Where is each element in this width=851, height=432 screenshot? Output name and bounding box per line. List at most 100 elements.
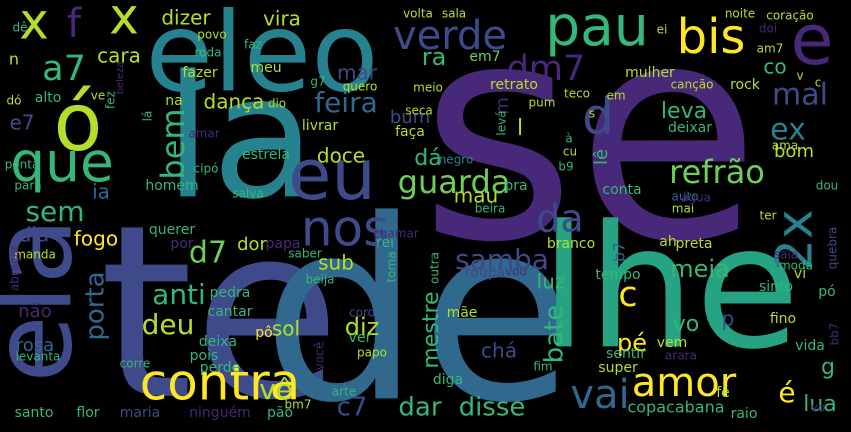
cloud-word: bum: [390, 107, 430, 128]
cloud-word: disse: [459, 393, 526, 423]
cloud-word: deu: [142, 308, 195, 341]
cloud-word: arara: [665, 349, 697, 363]
cloud-word: dança: [204, 90, 265, 114]
cloud-word: você: [313, 342, 327, 370]
cloud-word: cipó: [194, 162, 219, 176]
cloud-word: b7: [610, 242, 629, 262]
cloud-word: pedra: [210, 285, 251, 301]
cloud-word: vo: [811, 401, 825, 415]
cloud-word: ela: [0, 217, 96, 383]
cloud-word: verde: [393, 13, 507, 59]
cloud-word: auto: [671, 190, 698, 204]
cloud-word: pó: [818, 284, 835, 300]
cloud-word: arte: [332, 385, 356, 399]
cloud-word: beija: [305, 273, 334, 287]
cloud-word: lá: [141, 111, 155, 122]
cloud-word: fogo: [74, 227, 118, 251]
cloud-word: amor: [632, 360, 737, 406]
cloud-word: por: [170, 236, 193, 252]
cloud-word: fino: [770, 311, 796, 327]
cloud-word: é: [778, 376, 795, 409]
cloud-word: mai: [672, 202, 694, 216]
cloud-word: em7: [469, 49, 500, 65]
cloud-word: dou: [816, 179, 839, 193]
cloud-word: mal: [772, 78, 828, 113]
cloud-word: ei: [657, 23, 668, 37]
cloud-word: perde: [200, 360, 241, 376]
cloud-word: s: [589, 107, 595, 121]
cloud-word: e: [790, 0, 833, 81]
cloud-word: diga: [433, 372, 463, 388]
cloud-word: chá: [481, 339, 517, 363]
cloud-word: ninguém: [189, 405, 251, 421]
cloud-word: bis: [677, 9, 746, 65]
cloud-word: corre: [120, 357, 151, 371]
cloud-word: saber: [288, 247, 322, 261]
cloud-word: raio: [731, 406, 758, 422]
cloud-word: anti: [152, 278, 206, 311]
cloud-word: volta: [403, 7, 433, 21]
cloud-word: ex: [770, 113, 806, 148]
cloud-word: cantar: [208, 304, 253, 320]
cloud-word: da: [536, 197, 583, 241]
cloud-word: pois: [190, 348, 219, 364]
cloud-word: salva: [232, 187, 263, 201]
cloud-word: manda: [14, 248, 56, 262]
cloud-word: em: [606, 89, 625, 103]
cloud-word: roupa: [465, 265, 505, 281]
cloud-word: vi: [794, 266, 806, 282]
cloud-word: la: [164, 39, 315, 237]
cloud-word: a7: [42, 49, 86, 89]
cloud-word: tempo: [595, 267, 640, 283]
cloud-word: bb7: [828, 323, 842, 346]
cloud-word: alto: [35, 90, 62, 106]
cloud-word: copacabana: [627, 398, 724, 417]
cloud-word: fim: [533, 360, 552, 374]
cloud-word: mau: [454, 184, 498, 208]
cloud-word: sol: [272, 317, 300, 341]
cloud-word: dê: [13, 21, 28, 35]
cloud-word: quebra: [826, 227, 840, 270]
cloud-word: levá: [495, 110, 509, 135]
cloud-word: diz: [345, 313, 380, 341]
cloud-word: co: [763, 55, 786, 79]
cloud-word: m: [492, 97, 513, 115]
cloud-word: vira: [263, 7, 301, 31]
cloud-word: vê: [259, 373, 293, 406]
cloud-word: quero: [343, 80, 378, 94]
cloud-word: samba: [455, 243, 549, 276]
cloud-word: teco: [564, 87, 590, 101]
cloud-word: ver: [349, 330, 372, 346]
cloud-word: santo: [15, 405, 54, 421]
cloud-word: roda: [195, 46, 222, 60]
cloud-word: pão: [267, 405, 293, 421]
cloud-word: vem: [657, 335, 688, 351]
cloud-word: am7: [757, 42, 784, 56]
cloud-word: de: [262, 166, 575, 432]
cloud-word: rosa: [16, 335, 54, 356]
cloud-word: luz: [537, 270, 566, 294]
cloud-word: livrar: [302, 118, 338, 134]
cloud-word: abraçar: [8, 245, 22, 291]
cloud-word: toma: [385, 251, 399, 282]
cloud-word: coro: [349, 306, 375, 320]
cloud-word: v: [796, 69, 803, 83]
cloud-word: noite: [725, 7, 755, 21]
cloud-word: dio: [268, 97, 286, 111]
cloud-word: p: [722, 307, 735, 331]
cloud-word: moda: [779, 259, 813, 273]
cloud-word: contra: [140, 354, 301, 412]
cloud-word: 2x: [766, 209, 824, 270]
cloud-word: sub: [318, 251, 354, 275]
cloud-word: dm7: [507, 49, 586, 89]
cloud-word: te: [99, 173, 341, 432]
cloud-word: bm7: [285, 398, 312, 412]
cloud-word: vou: [505, 265, 527, 279]
cloud-word: mulher: [625, 65, 675, 81]
cloud-word: vo: [673, 312, 699, 337]
cloud-word: fazer: [182, 65, 217, 81]
cloud-word: rock: [730, 77, 761, 93]
cloud-word: para: [14, 179, 41, 193]
cloud-word: mestre: [419, 291, 444, 368]
